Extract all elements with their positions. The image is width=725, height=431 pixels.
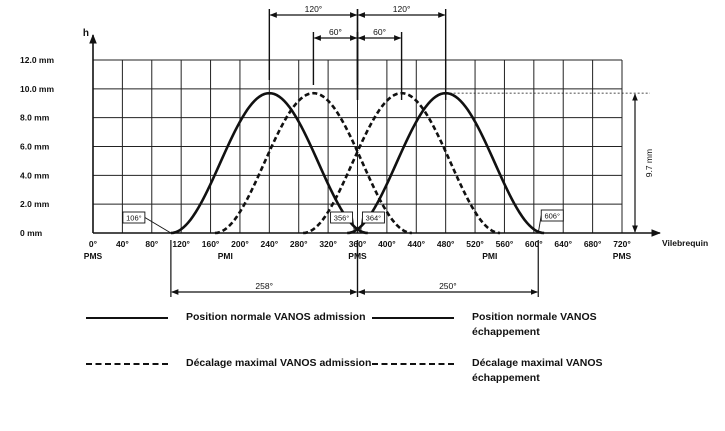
y-tick-label: 12.0 mm (20, 55, 54, 65)
legend-label: Décalage maximal VANOS admission (186, 357, 372, 369)
y-tick-label: 4.0 mm (20, 170, 50, 180)
x-tick-label: 40° (116, 239, 129, 249)
x-tick-label: 520° (466, 239, 484, 249)
point-label: 356° (334, 214, 350, 223)
valve-lift-chart: h Vilebrequin 0 mm 2.0 mm 4.0 mm 6.0 mm 8.0 m… (20, 4, 708, 297)
y-tick-label: 6.0 mm (20, 142, 50, 152)
dim-label: 120° (393, 4, 411, 14)
point-labels: 106° 356° 364° 606° (122, 209, 564, 234)
x-tick-label: 80° (145, 239, 158, 249)
legend-item: Décalage maximal VANOS admission (86, 356, 386, 390)
x-sub-label: PMI (482, 251, 497, 261)
lift-curve-3 (214, 91, 412, 235)
peak-dim-label: 9.7 mm (644, 149, 654, 177)
legend-line-dashed (86, 363, 168, 365)
x-tick-label: 720° (613, 239, 631, 249)
legend-label: Position normale VANOS échappement (472, 311, 597, 338)
point-label: 106° (126, 214, 142, 223)
x-axis-title: Vilebrequin (662, 238, 708, 248)
callout-box (361, 211, 385, 224)
dim-label: 60° (373, 27, 386, 37)
callout-leader (537, 215, 542, 234)
x-tick-label: 240° (261, 239, 279, 249)
x-tick-label: 160° (202, 239, 220, 249)
legend-item: Décalage maximal VANOS échappement (372, 356, 672, 390)
x-sub-label: PMI (218, 251, 233, 261)
x-tick-label: 120° (172, 239, 190, 249)
callout-box (330, 211, 354, 224)
dim-label: 120° (305, 4, 323, 14)
legend-item: Position normale VANOS admission (86, 310, 386, 344)
x-sub-label: PMS (613, 251, 632, 261)
legend-item: Position normale VANOS échappement (372, 310, 672, 344)
x-sub-label: PMS (84, 251, 103, 261)
legend-label: Position normale VANOS admission (186, 311, 366, 323)
y-axis-title: h (83, 28, 89, 39)
x-tick-label: 200° (231, 239, 249, 249)
dim-label: 250° (439, 281, 457, 291)
x-tick-label: 320° (319, 239, 337, 249)
callout-box (540, 209, 564, 222)
x-tick-label: 440° (407, 239, 425, 249)
dim-label: 258° (255, 281, 273, 291)
tick-labels: 0 mm 2.0 mm 4.0 mm 6.0 mm 8.0 mm 10.0 mm 12.0 … (20, 55, 632, 261)
dimension-annotations: 120° 120° 60° 60° 258° 250° 9.7 mm (170, 4, 654, 297)
legend-label: Décalage maximal VANOS échappement (472, 357, 603, 384)
y-tick-label: 8.0 mm (20, 113, 50, 123)
legend-line-solid (372, 317, 454, 319)
x-tick-label: 680° (584, 239, 602, 249)
x-tick-label: 600° (525, 239, 543, 249)
x-tick-label: 480° (437, 239, 455, 249)
x-tick-label: 400° (378, 239, 396, 249)
dim-label: 60° (329, 27, 342, 37)
x-tick-label: 640° (554, 239, 572, 249)
point-label: 364° (366, 214, 382, 223)
y-tick-label: 2.0 mm (20, 199, 50, 209)
callout-box (122, 211, 146, 224)
legend-line-dashed (372, 363, 454, 365)
x-tick-label: 280° (290, 239, 308, 249)
axes: h Vilebrequin (83, 28, 708, 248)
point-label: 606° (544, 212, 560, 221)
x-tick-label: 560° (496, 239, 514, 249)
legend-line-solid (86, 317, 168, 319)
y-tick-label: 10.0 mm (20, 84, 54, 94)
y-tick-label: 0 mm (20, 228, 43, 238)
x-tick-label: 0° (89, 239, 98, 249)
callout-leader (144, 217, 172, 234)
